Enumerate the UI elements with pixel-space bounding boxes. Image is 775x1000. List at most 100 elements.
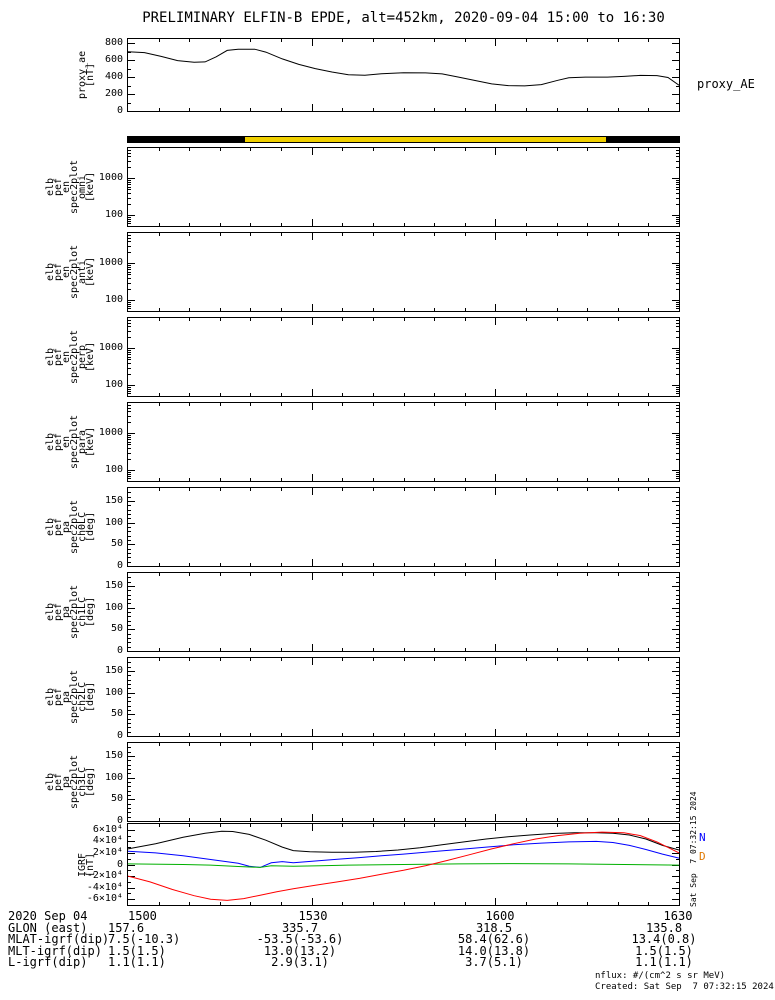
science-bar-segment: [606, 137, 679, 142]
tick-mark: [557, 563, 558, 566]
tick-mark: [312, 559, 313, 566]
y-tick-label: 100: [104, 601, 123, 613]
tick-mark: [648, 233, 649, 236]
tick-mark: [373, 743, 374, 746]
tick-mark: [676, 204, 679, 205]
tick-mark: [128, 103, 131, 104]
tick-mark: [128, 215, 135, 216]
tick-mark: [128, 439, 131, 440]
tick-mark: [672, 841, 679, 842]
panel-pa_ch3LC: [127, 742, 680, 822]
tick-mark: [128, 357, 131, 358]
tick-mark: [312, 743, 313, 750]
tick-mark: [220, 818, 221, 821]
tick-mark: [159, 563, 160, 566]
glon-row: GLON (east) 157.6 335.7 318.5 135.8: [0, 921, 775, 935]
tick-mark: [128, 389, 131, 390]
tick-mark: [672, 523, 679, 524]
tick-mark: [128, 876, 135, 877]
tick-mark: [128, 599, 131, 600]
tick-mark: [676, 804, 679, 805]
tick-mark: [676, 69, 679, 70]
tick-mark: [128, 320, 131, 321]
tick-mark: [220, 658, 221, 661]
y-tick-label: 100: [104, 293, 123, 305]
tick-mark: [676, 359, 679, 360]
tick-mark: [676, 582, 679, 583]
tick-mark: [342, 563, 343, 566]
tick-mark: [220, 488, 221, 491]
tick-mark: [189, 148, 190, 151]
tick-mark: [281, 318, 282, 321]
tick-mark: [434, 39, 435, 42]
tick-mark: [373, 108, 374, 111]
tick-mark: [587, 148, 588, 151]
tick-mark: [465, 743, 466, 746]
tick-mark: [676, 368, 679, 369]
time-tick-label: 1530: [298, 909, 328, 923]
tick-mark: [373, 393, 374, 396]
y-tick-label: 0: [116, 730, 123, 741]
tick-mark: [465, 733, 466, 736]
tick-mark: [465, 658, 466, 661]
tick-mark: [128, 836, 131, 837]
tick-mark: [373, 233, 374, 236]
tick-mark: [373, 563, 374, 566]
tick-mark: [676, 769, 679, 770]
tick-mark: [526, 648, 527, 651]
tick-mark: [128, 459, 131, 460]
tick-mark: [676, 531, 679, 532]
tick-mark: [250, 318, 251, 321]
tick-mark: [648, 824, 649, 827]
tick-mark: [312, 104, 313, 111]
tick-mark: [648, 573, 649, 576]
tick-mark: [404, 108, 405, 111]
tick-mark: [404, 648, 405, 651]
tick-mark: [495, 559, 496, 566]
glon-value: 157.6: [108, 921, 145, 935]
tick-mark: [128, 86, 131, 87]
glon-value: 335.7: [281, 921, 319, 935]
tick-mark: [189, 223, 190, 226]
tick-mark: [128, 289, 131, 290]
y-axis-title: elb pef pa spec2plot ch3LC [deg]: [45, 742, 96, 822]
tick-mark: [128, 433, 135, 434]
tick-mark: [128, 671, 135, 672]
mlat-value: 58.4(62.6): [457, 932, 531, 946]
tick-mark: [526, 563, 527, 566]
y-tick-label: 1000: [98, 257, 123, 269]
tick-mark: [128, 306, 131, 307]
tick-mark: [526, 573, 527, 576]
y-tick-label: 100: [104, 686, 123, 698]
tick-mark: [342, 743, 343, 746]
tick-mark: [128, 204, 131, 205]
tick-mark: [495, 474, 496, 481]
tick-mark: [128, 405, 131, 406]
series-E: [128, 863, 679, 868]
tick-mark: [434, 393, 435, 396]
tick-mark: [128, 180, 131, 181]
tick-mark: [128, 422, 131, 423]
tick-mark: [128, 747, 131, 748]
tick-mark: [128, 350, 131, 351]
tick-mark: [312, 898, 313, 905]
tick-mark: [676, 760, 679, 761]
y-tick-label: 50: [110, 623, 123, 635]
tick-mark: [342, 648, 343, 651]
tick-mark: [128, 94, 135, 95]
tick-mark: [587, 318, 588, 321]
y-tick-label: 100: [104, 208, 123, 220]
tick-mark: [312, 729, 313, 736]
tick-mark: [676, 536, 679, 537]
tick-mark: [404, 563, 405, 566]
tick-mark: [220, 148, 221, 151]
tick-mark: [128, 786, 131, 787]
tick-mark: [189, 733, 190, 736]
tick-mark: [526, 108, 527, 111]
tick-mark: [495, 403, 496, 410]
tick-mark: [373, 733, 374, 736]
tick-mark: [648, 488, 649, 491]
y-tick-label: 1000: [98, 342, 123, 354]
tick-mark: [495, 219, 496, 226]
tick-mark: [189, 308, 190, 311]
